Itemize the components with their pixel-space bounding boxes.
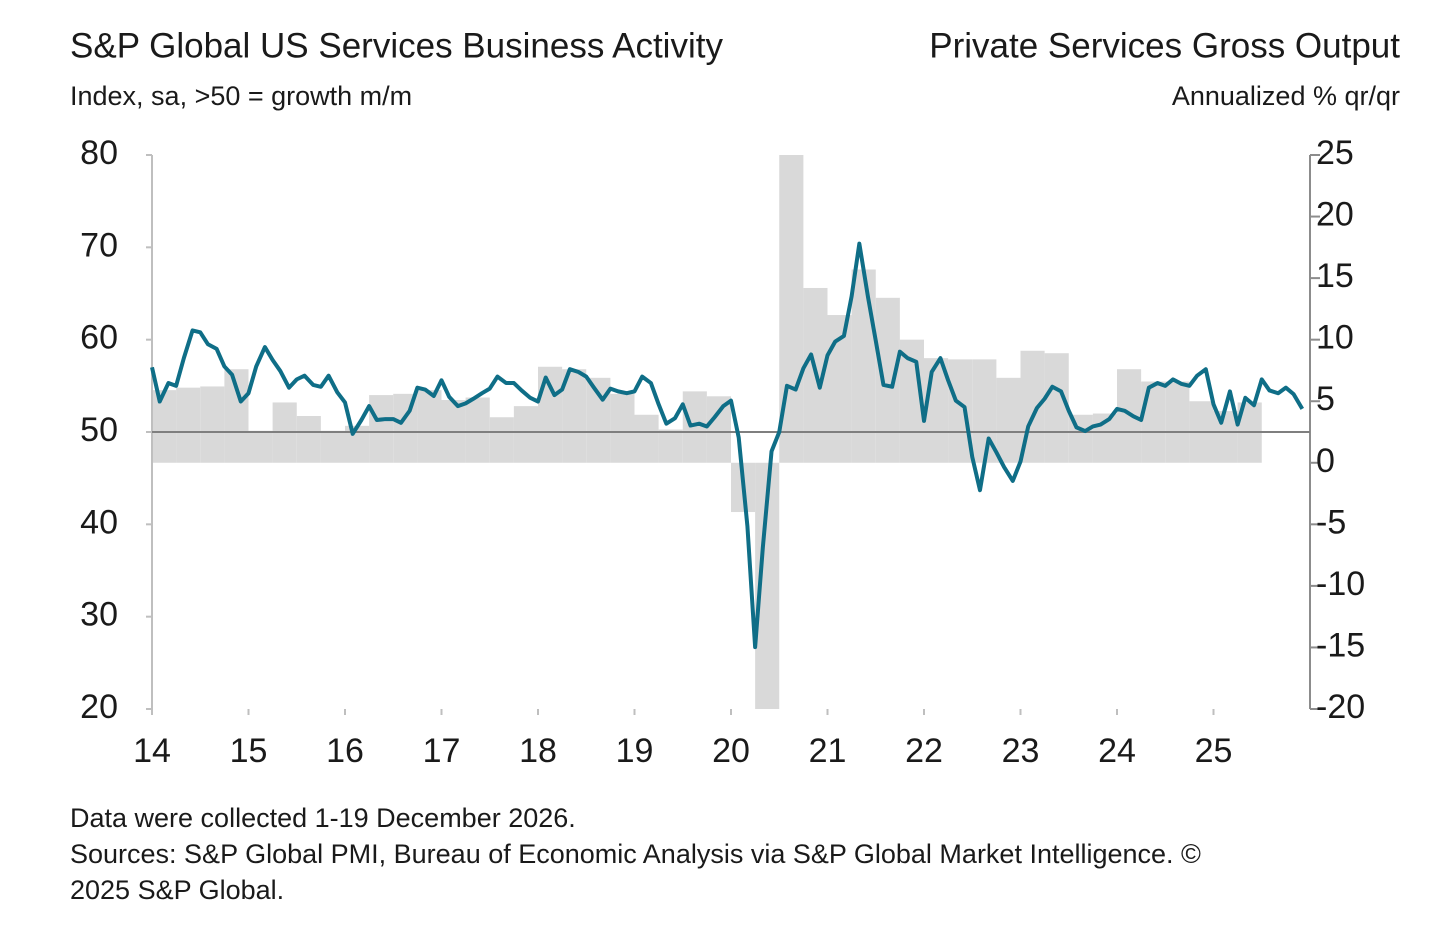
y-tick-label: 60 <box>80 319 118 357</box>
x-tick-label: 15 <box>230 732 268 770</box>
bar <box>924 358 949 463</box>
bar <box>875 297 900 463</box>
footnote: Data were collected 1-19 December 2026. <box>70 803 576 833</box>
bar <box>851 269 876 463</box>
footnote: 2025 S&P Global. <box>70 875 284 905</box>
y-tick-label: 30 <box>80 596 118 634</box>
bar <box>1044 353 1069 463</box>
bar <box>1117 369 1142 463</box>
y-tick-label: 20 <box>80 688 118 726</box>
y2-subtitle: Annualized % qr/qr <box>1172 81 1400 111</box>
y2-tick-label: -15 <box>1316 626 1365 664</box>
x-tick-label: 14 <box>133 732 171 770</box>
y2-tick-label: 0 <box>1316 442 1335 480</box>
chart-title: S&P Global US Services Business Activity <box>70 26 723 65</box>
y2-tick-label: -5 <box>1316 503 1346 541</box>
bar <box>176 387 201 463</box>
footnote: Sources: S&P Global PMI, Bureau of Econo… <box>70 839 1201 869</box>
y-tick-label: 80 <box>80 134 118 172</box>
bar <box>369 395 394 463</box>
x-tick-label: 25 <box>1195 732 1233 770</box>
x-tick-label: 18 <box>519 732 557 770</box>
y2-tick-label: -20 <box>1316 688 1365 726</box>
bar <box>610 393 635 463</box>
y2-tick-label: 15 <box>1316 257 1354 295</box>
x-tick-label: 19 <box>616 732 654 770</box>
y-tick-label: 40 <box>80 503 118 541</box>
bar <box>1141 381 1166 463</box>
bar <box>200 386 225 463</box>
bar <box>562 369 587 463</box>
line <box>150 241 1305 650</box>
bar <box>948 359 973 463</box>
bar <box>996 377 1021 463</box>
bar <box>152 390 177 463</box>
y-tick-label: 70 <box>80 226 118 264</box>
bar <box>320 430 345 463</box>
y-tick-label: 50 <box>80 411 118 449</box>
y2-tick-label: -10 <box>1316 565 1365 603</box>
x-tick-label: 23 <box>1002 732 1040 770</box>
bar <box>779 155 804 463</box>
bar <box>1213 411 1238 463</box>
bar <box>248 430 273 463</box>
bar <box>489 417 514 463</box>
x-tick-label: 21 <box>809 732 847 770</box>
y2-tick-label: 25 <box>1316 134 1354 172</box>
x-tick-label: 17 <box>423 732 461 770</box>
foreground: 20 30 40 50 60 70 80 -20 -15 -10 -5 0 5 10 15 20 25 14 15 1… <box>70 134 1365 905</box>
y2-tick-label: 20 <box>1316 196 1354 234</box>
y2-title: Private Services Gross Output <box>929 26 1400 65</box>
bar <box>658 429 683 463</box>
bar <box>417 390 442 463</box>
bar <box>296 415 321 463</box>
x-tick-label: 24 <box>1098 732 1136 770</box>
bar <box>1165 381 1190 463</box>
bar <box>465 397 490 463</box>
bar <box>538 366 563 463</box>
x-tick-label: 16 <box>326 732 364 770</box>
y2-tick-label: 10 <box>1316 319 1354 357</box>
x-tick-label: 22 <box>905 732 943 770</box>
chart-subtitle: Index, sa, >50 = growth m/m <box>70 81 412 111</box>
x-tick-label: 20 <box>712 732 750 770</box>
bar <box>706 396 731 463</box>
bar <box>513 406 538 463</box>
bar <box>634 414 659 463</box>
y2-tick-label: 5 <box>1316 380 1335 418</box>
